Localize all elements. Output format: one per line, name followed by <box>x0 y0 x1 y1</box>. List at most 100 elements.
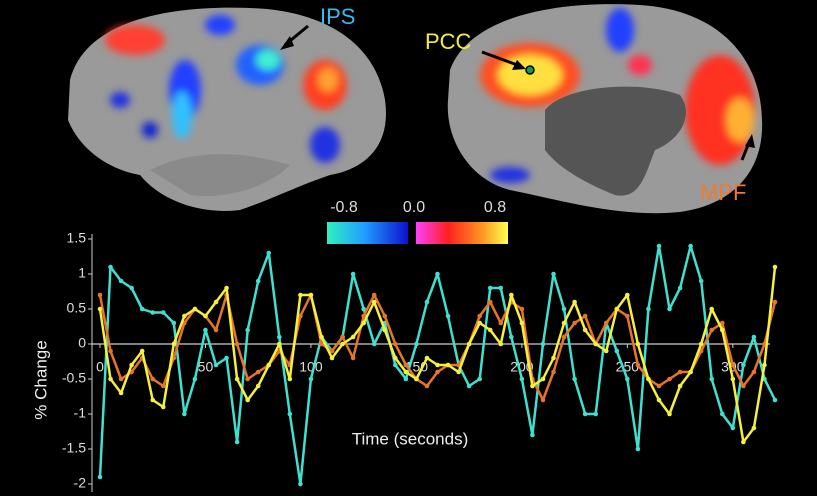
series-point <box>298 481 303 487</box>
series-point <box>530 383 535 389</box>
series-point <box>245 376 250 382</box>
series-point <box>614 306 620 312</box>
series-point <box>635 362 641 368</box>
series-point <box>255 383 261 389</box>
series-point <box>530 432 535 438</box>
series-point <box>182 313 187 319</box>
series-point <box>298 292 303 298</box>
y-tick-label: -2 <box>74 475 87 491</box>
x-axis-label: Time (seconds) <box>352 429 469 448</box>
series-point <box>741 362 746 368</box>
series-point <box>709 306 715 312</box>
series-point <box>171 320 177 326</box>
series-point <box>593 411 599 417</box>
series-point <box>371 292 377 298</box>
series-point <box>561 320 567 326</box>
series-point <box>509 292 514 298</box>
series-point <box>730 425 736 431</box>
series-point <box>382 327 388 333</box>
series-point <box>572 376 577 382</box>
series-point <box>108 348 113 354</box>
series-point <box>519 320 525 326</box>
series-point <box>108 264 113 270</box>
series-point <box>698 341 704 347</box>
y-tick-label: -1.5 <box>62 440 86 456</box>
series-point <box>540 397 546 403</box>
series-point <box>487 299 493 305</box>
series-point <box>192 306 198 312</box>
series-point <box>688 243 693 249</box>
series-point <box>97 474 103 480</box>
series-point <box>498 320 504 326</box>
series-point <box>414 376 419 382</box>
series-point <box>287 376 293 382</box>
series-point <box>741 383 746 389</box>
series-point <box>614 348 620 354</box>
series-point <box>625 376 630 382</box>
series-point <box>646 376 651 382</box>
series-point <box>213 299 219 305</box>
series-point <box>160 383 166 389</box>
series-point <box>656 243 662 249</box>
series-point <box>625 313 630 319</box>
series-point <box>234 341 240 347</box>
colorbar-positive <box>416 222 508 244</box>
series-point <box>308 376 314 382</box>
series-point <box>435 271 440 277</box>
series-point <box>129 285 134 291</box>
series-point <box>340 334 345 340</box>
series-point <box>635 341 641 347</box>
series-point <box>582 327 588 333</box>
series-point <box>445 313 451 319</box>
series-point <box>97 306 103 312</box>
series-point <box>160 310 166 315</box>
series-point <box>361 320 366 326</box>
colorbar-negative <box>327 222 408 244</box>
series-point <box>551 369 556 375</box>
series-point <box>667 376 672 382</box>
series-point <box>276 334 282 340</box>
series-point <box>266 250 272 256</box>
lateral-brain <box>68 7 386 211</box>
y-tick-label: -1 <box>74 405 87 421</box>
series-point <box>414 341 419 347</box>
series-point <box>730 376 736 382</box>
series-point <box>772 397 778 403</box>
series-point <box>719 320 725 326</box>
series-point <box>192 376 198 382</box>
series-point <box>688 369 693 375</box>
series-point <box>319 334 324 340</box>
series-point <box>667 411 672 417</box>
series-point <box>593 341 599 347</box>
series-point <box>445 362 451 368</box>
series-point <box>224 355 229 361</box>
series-point <box>582 411 588 417</box>
series-point <box>224 285 229 291</box>
series-point <box>625 292 630 298</box>
series-point <box>361 313 366 319</box>
series-point <box>646 306 651 312</box>
series-point <box>329 348 335 354</box>
y-tick-label: 0 <box>78 335 86 351</box>
series-point <box>350 334 356 340</box>
series-point <box>340 341 345 347</box>
series-point <box>403 376 409 382</box>
series-point <box>350 271 356 277</box>
series-point <box>519 306 525 312</box>
y-tick-label: -0.5 <box>62 370 86 386</box>
series-point <box>424 299 430 305</box>
series-point <box>182 411 187 417</box>
medial-brain <box>447 4 763 214</box>
series-point <box>424 355 430 361</box>
annotation: PCC <box>425 29 472 54</box>
series-point <box>582 313 588 319</box>
series-point <box>371 299 377 305</box>
series-point <box>424 383 430 389</box>
series-point <box>519 376 525 382</box>
series-point <box>435 362 440 368</box>
series-point <box>371 341 377 347</box>
series-point <box>203 327 208 333</box>
series-point <box>477 376 482 382</box>
series-point <box>509 334 514 340</box>
series-point <box>466 383 472 389</box>
